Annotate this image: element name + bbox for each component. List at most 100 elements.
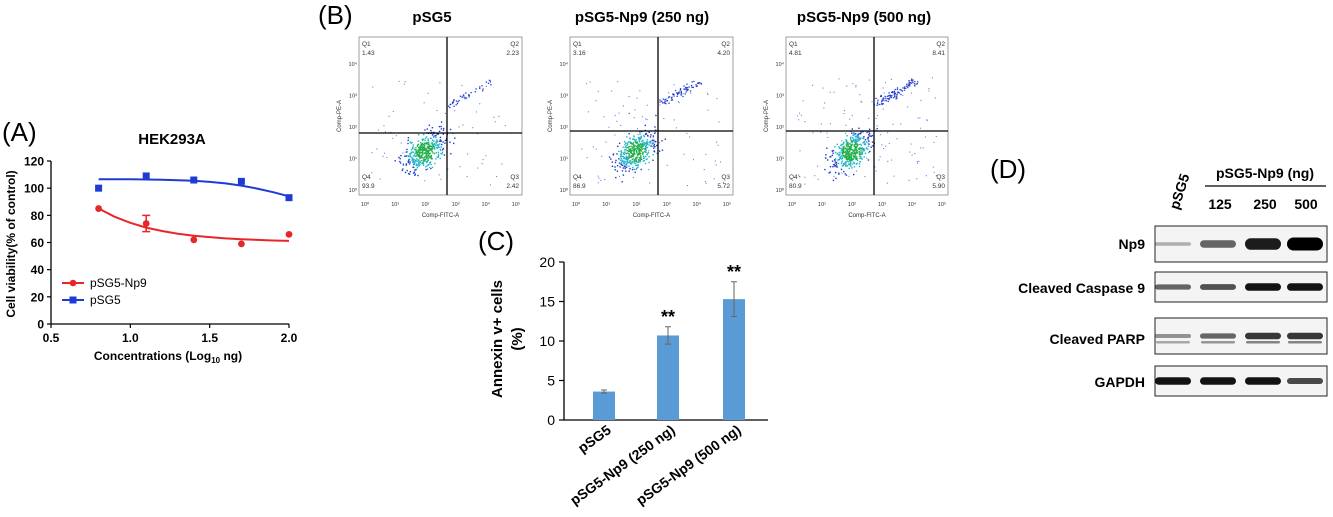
blot-lane-label: 500 xyxy=(1294,196,1318,212)
y-decade-label: 10³ xyxy=(560,94,568,100)
flow-plot-frame xyxy=(785,36,949,196)
y-decade-label: 10² xyxy=(776,125,784,131)
chart-a-xlabel: Concentrations (Log10 ng) xyxy=(94,349,242,365)
blot-band xyxy=(1155,284,1191,290)
data-point xyxy=(285,194,293,202)
flow-events xyxy=(796,77,937,185)
blot-band xyxy=(1200,240,1236,248)
x-decade-label: 10⁵ xyxy=(938,201,946,208)
error-bar xyxy=(731,281,737,318)
x-decade-label: 10⁴ xyxy=(693,201,702,208)
quadrant-label: Q2 xyxy=(936,41,945,48)
blot-strips xyxy=(1154,225,1328,397)
blot-band-secondary xyxy=(1288,341,1322,344)
quadrant-value: 8.41 xyxy=(932,50,945,57)
chart-c: Annexin v+ cells (%) 0 5 10 15 20 pSG5 ** pSG5-… xyxy=(489,254,768,508)
flow-plot: pSG5-Np9 (250 ng) Q1 3.16 Q2 4.20 Q3 5.72 Q4 86.… xyxy=(548,9,734,219)
quadrant-label: Q3 xyxy=(936,174,945,181)
panel-d-letter: (D) xyxy=(990,154,1026,184)
y-decade-label: 10⁴ xyxy=(349,61,358,68)
flow-y-axis-label: Comp-PE-A xyxy=(548,100,554,132)
x-decade-label: 10³ xyxy=(452,202,460,208)
blot-control-label: pSG5 xyxy=(1166,171,1193,211)
blot-group-label: pSG5-Np9 (ng) xyxy=(1216,165,1314,181)
quadrant-label: Q4 xyxy=(573,174,582,181)
x-decade-label: 10⁵ xyxy=(723,201,731,208)
blot-strip xyxy=(1154,317,1328,355)
x-tick-label: 1.0 xyxy=(122,331,139,345)
blot-band xyxy=(1287,283,1323,291)
quadrant-value: 4.81 xyxy=(789,50,802,57)
blot-row-label: Cleaved Caspase 9 xyxy=(1018,280,1145,296)
quadrant-value: 93.9 xyxy=(362,183,375,190)
blot-band-secondary xyxy=(1201,341,1235,344)
blot-band xyxy=(1155,242,1191,246)
flow-plot: pSG5 Q1 1.43 Q2 2.23 Q3 2.42 Q4 93.9 10⁰ 10¹ 10² 10³… xyxy=(337,9,523,219)
blot-band-secondary xyxy=(1246,341,1280,344)
flow-cytometry-panels: pSG5 Q1 1.43 Q2 2.23 Q3 2.42 Q4 93.9 10⁰ 10¹ 10² 10³… xyxy=(337,9,949,219)
legend-label-psg5: pSG5 xyxy=(90,293,121,307)
fit-curve-psg5-np9 xyxy=(98,207,290,242)
chart-a-axes: 0 20 40 60 80 100 120 0.5 1.0 1.5 2.0 xyxy=(24,155,298,346)
blot-band xyxy=(1287,237,1323,251)
quadrant-value: 4.20 xyxy=(717,50,730,57)
blot-band xyxy=(1200,333,1236,339)
quadrant-label: Q2 xyxy=(721,41,730,48)
quadrant-label: Q3 xyxy=(721,174,730,181)
y-tick-label: 100 xyxy=(24,182,44,196)
blot-band xyxy=(1155,334,1191,338)
quadrant-value: 2.42 xyxy=(506,183,519,190)
y-decade-label: 10¹ xyxy=(776,157,784,163)
x-decade-label: 10⁴ xyxy=(482,201,491,208)
legend-item-psg5-np9: pSG5-Np9 xyxy=(62,276,147,290)
blot-band xyxy=(1200,377,1236,385)
blot-row-label: Cleaved PARP xyxy=(1050,331,1145,347)
data-point xyxy=(190,176,198,184)
data-point xyxy=(190,236,198,244)
y-tick-label: 0 xyxy=(37,318,44,332)
y-tick-label: 60 xyxy=(31,236,45,250)
y-tick-label: 10 xyxy=(539,333,555,349)
x-decade-label: 10¹ xyxy=(602,202,610,208)
category-label: pSG5 xyxy=(575,421,614,456)
chart-a-title: HEK293A xyxy=(138,131,206,148)
x-decade-label: 10⁴ xyxy=(908,201,917,208)
blot-band xyxy=(1245,332,1281,340)
data-point xyxy=(95,184,103,192)
x-decade-label: 10² xyxy=(848,202,856,208)
y-tick-label: 15 xyxy=(539,294,555,310)
x-tick-label: 2.0 xyxy=(281,331,298,345)
y-decade-label: 10⁰ xyxy=(349,187,358,194)
significance-marker: ** xyxy=(661,307,675,327)
flow-plot-title: pSG5-Np9 (500 ng) xyxy=(797,9,931,26)
significance-marker: ** xyxy=(727,262,741,282)
y-decade-label: 10² xyxy=(560,125,568,131)
quadrant-label: Q1 xyxy=(573,41,582,48)
blot-band xyxy=(1245,238,1281,250)
x-decade-label: 10¹ xyxy=(818,202,826,208)
y-tick-label: 5 xyxy=(547,373,555,389)
blot-lane-label: 250 xyxy=(1253,196,1277,212)
quadrant-value: 86.9 xyxy=(573,183,586,190)
blot-band xyxy=(1245,283,1281,291)
y-decade-label: 10¹ xyxy=(560,157,568,163)
chart-a-legend: pSG5-Np9 pSG5 xyxy=(62,276,147,307)
chart-a: HEK293A Cell viability(% of control) Con… xyxy=(4,131,298,365)
y-decade-label: 10⁴ xyxy=(776,61,785,68)
y-tick-label: 20 xyxy=(31,290,45,304)
x-decade-label: 10² xyxy=(632,202,640,208)
y-tick-label: 120 xyxy=(24,155,44,169)
quadrant-value: 1.43 xyxy=(362,50,375,57)
y-decade-label: 10¹ xyxy=(349,157,357,163)
quadrant-value: 80.9 xyxy=(789,183,802,190)
quadrant-label: Q4 xyxy=(789,174,798,181)
y-decade-label: 10³ xyxy=(776,94,784,100)
panel-b-letter: (B) xyxy=(318,0,353,30)
y-tick-label: 40 xyxy=(31,263,45,277)
category-label: pSG5-Np9 (250 ng) xyxy=(567,421,678,508)
bar xyxy=(657,335,679,420)
data-point xyxy=(238,240,245,248)
bar xyxy=(723,299,745,420)
flow-y-axis-label: Comp-PE-A xyxy=(764,100,770,132)
flow-plot-title: pSG5 xyxy=(412,9,451,26)
